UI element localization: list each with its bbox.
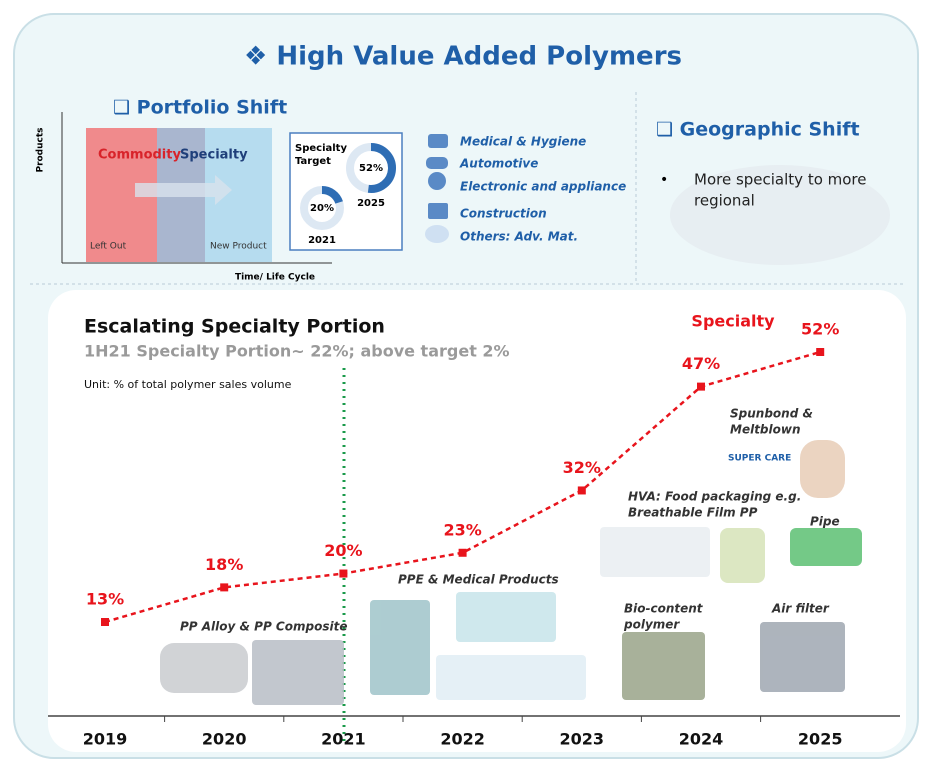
image-appliances — [252, 640, 344, 705]
x-tick-label: 2024 — [679, 730, 724, 749]
annotation: Air filter — [771, 602, 830, 616]
application: Others: Adv. Mat. — [460, 230, 578, 244]
annotation: PP Alloy & PP Composite — [180, 620, 347, 634]
point — [816, 348, 824, 356]
section-title: ❑ Portfolio Shift — [113, 97, 287, 119]
section-title: ❑ Geographic Shift — [656, 119, 860, 141]
slide: ❖ High Value Added Polymers ❑ Portfolio … — [0, 0, 926, 764]
point — [101, 618, 109, 626]
target-label: Specialty — [295, 143, 347, 154]
image-food — [720, 528, 765, 583]
chart-note: Unit: % of total polymer sales volume — [84, 378, 292, 391]
zone-label: Specialty — [180, 148, 248, 163]
slide-title: ❖ High Value Added Polymers — [244, 42, 682, 72]
annotation: HVA: Food packaging e.g. — [628, 490, 801, 504]
axis-label: Products — [36, 127, 46, 172]
annotation: Pipe — [810, 515, 840, 529]
application: Electronic and appliance — [460, 180, 626, 194]
data-label: 13% — [86, 590, 124, 609]
image-pipe — [790, 528, 862, 566]
icon — [428, 203, 448, 219]
zone-label: Left Out — [90, 242, 127, 252]
bullet: • — [660, 172, 668, 188]
application: Medical & Hygiene — [460, 135, 586, 149]
point — [697, 383, 705, 391]
series-name: Specialty — [691, 312, 775, 331]
application: Construction — [460, 207, 547, 221]
icon — [425, 225, 449, 243]
annotation: PPE & Medical Products — [398, 573, 559, 587]
application: Automotive — [459, 157, 538, 171]
donut-year: 2021 — [308, 235, 336, 246]
annotation: polymer — [623, 618, 680, 632]
x-tick-label: 2025 — [798, 730, 843, 749]
data-label: 52% — [801, 320, 839, 339]
x-tick-label: 2023 — [560, 730, 605, 749]
donut-label: 52% — [359, 163, 383, 174]
bullet-text: More specialty to more — [694, 171, 867, 189]
x-tick-label: 2022 — [440, 730, 485, 749]
chart-subtitle: 1H21 Specialty Portion~ 22%; above targe… — [84, 342, 510, 361]
zone-label: Commodity — [98, 148, 181, 163]
point — [339, 570, 347, 578]
target-label: Target — [295, 156, 331, 167]
image-medical — [370, 600, 430, 695]
image-car — [160, 643, 248, 693]
annotation: Bio-content — [624, 602, 704, 616]
annotation: SUPER CARE — [728, 454, 791, 464]
data-label: 18% — [205, 555, 243, 574]
x-tick-label: 2021 — [321, 730, 366, 749]
x-tick-label: 2019 — [83, 730, 128, 749]
bullet-text: regional — [694, 192, 755, 210]
donut-label: 20% — [310, 203, 334, 214]
donut-year: 2025 — [357, 198, 385, 209]
image-film — [600, 527, 710, 577]
annotation: Breathable Film PP — [628, 506, 758, 520]
icon — [428, 172, 446, 190]
data-label: 23% — [443, 520, 481, 539]
point — [459, 549, 467, 557]
image-bottles — [456, 592, 556, 642]
icon — [428, 134, 448, 148]
axis-label: Time/ Life Cycle — [235, 273, 315, 283]
point — [220, 583, 228, 591]
image-bio — [622, 632, 705, 700]
chart-title: Escalating Specialty Portion — [84, 316, 385, 338]
data-label: 20% — [324, 541, 362, 560]
point — [578, 486, 586, 494]
image-baby — [800, 440, 845, 498]
x-tick-label: 2020 — [202, 730, 247, 749]
image-filter — [760, 622, 845, 692]
annotation: Meltblown — [730, 423, 801, 437]
icon — [426, 157, 448, 169]
data-label: 32% — [563, 458, 601, 477]
zone-label: New Product — [210, 242, 267, 252]
image-ppe — [436, 655, 586, 700]
annotation: Spunbond & — [730, 407, 813, 421]
data-label: 47% — [682, 354, 720, 373]
